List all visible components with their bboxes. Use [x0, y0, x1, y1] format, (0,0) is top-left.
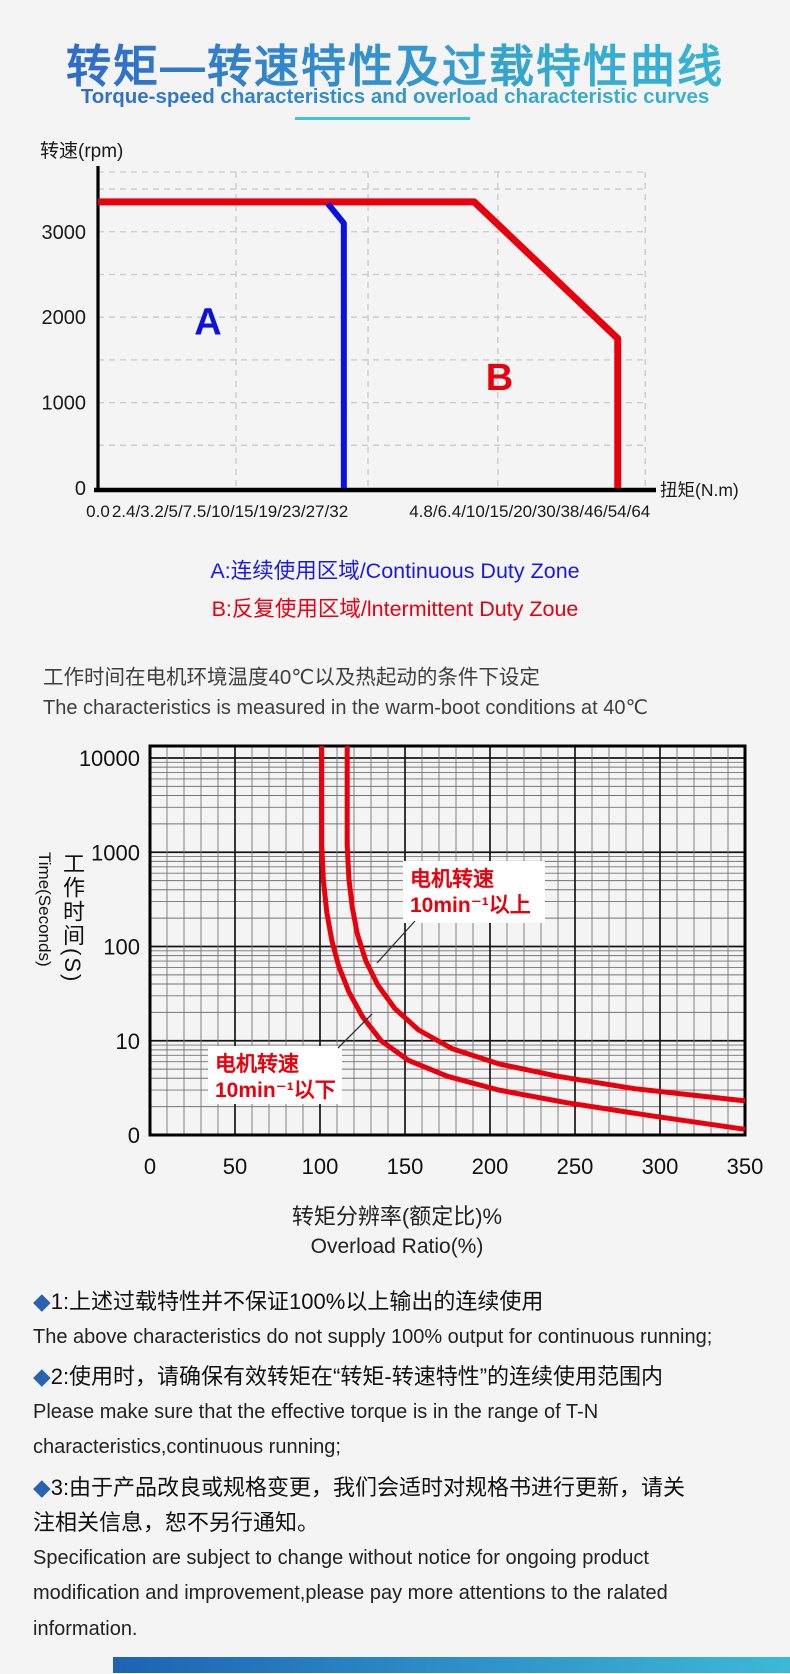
diamond-bullet-icon: ◆: [33, 1363, 51, 1389]
plot-border: [148, 744, 747, 1137]
note-2-en-line1: Please make sure that the effective torq…: [33, 1400, 599, 1423]
x-axis-title: 扭矩(N.m): [660, 480, 739, 500]
overload-chart-x-axis-title-en: Overload Ratio(%): [310, 1235, 484, 1258]
curve-continuous-zone-boundary: [325, 201, 347, 488]
annotation-speed-above-10rpm-box: [403, 861, 545, 923]
torque-speed-chart: 0 1000 2000 3000 0.0 2.4/3.2/5/7.5/10/15/19/2…: [40, 140, 739, 521]
page-title: 转矩—转速特性及过载特性曲线: [0, 30, 790, 95]
annotation-speed-below-10rpm-leader: [337, 1013, 373, 1049]
y-tick-label: 1000: [42, 393, 87, 415]
overload-chart-y-axis-title-en: Time(Seconds): [35, 852, 54, 967]
x-tick-label: 200: [472, 1154, 509, 1179]
zone-label-A: A: [194, 301, 221, 343]
x-tick-label: 0: [144, 1154, 156, 1179]
note-2-en-line2: characteristics,continuous running;: [33, 1436, 341, 1458]
note-3-en-line1: Specification are subject to change with…: [33, 1546, 649, 1569]
footer-gradient-bar: [113, 1657, 790, 1673]
overload-chart: 电机转速10min⁻¹以上电机转速10min⁻¹以下01010010001000…: [79, 744, 764, 1179]
measurement-condition-zh: 工作时间在电机环境温度40℃以及热起动的条件下设定: [43, 666, 540, 689]
notes-section: ◆1:上述过载特性并不保证100%以上输出的连续使用 The above cha…: [33, 1284, 768, 1647]
note-3-zh-line2: 注相关信息，恕不另行通知。: [33, 1510, 320, 1535]
diamond-bullet-icon: ◆: [33, 1288, 51, 1314]
note-1-en: The above characteristics do not supply …: [33, 1325, 713, 1348]
x-tick-label: 150: [387, 1154, 424, 1179]
annotation-speed-below-10rpm-line1: 电机转速: [215, 1052, 299, 1076]
annotation-speed-below-10rpm-line2: 10min⁻¹以下: [215, 1079, 336, 1102]
annotation-speed-above-10rpm-line2: 10min⁻¹以上: [410, 894, 531, 917]
x-tick-label: 250: [557, 1154, 594, 1179]
x-tick-label: 4.8/6.4/10/15/20/30/38/46/54/64: [409, 502, 650, 521]
y-axis-title: 转速(rpm): [40, 140, 123, 162]
zone-label-B: B: [486, 357, 513, 399]
annotation-speed-above-10rpm-leader: [376, 920, 416, 964]
note-3-en-line3: information.: [33, 1617, 138, 1640]
overload-chart-x-axis-title: 转矩分辨率(额定比)% Overload Ratio(%): [0, 1202, 790, 1262]
title-underline-decoration: [295, 117, 470, 120]
note-3-en-line2: modification and improvement,please pay …: [33, 1582, 668, 1604]
x-tick-label: 350: [727, 1154, 764, 1179]
note-2-zh: ◆2:使用时，请确保有效转矩在“转矩-转速特性”的连续使用范围内: [33, 1363, 664, 1389]
annotation-speed-above-10rpm-line1: 电机转速: [410, 867, 494, 891]
measurement-condition-en: The characteristics is measured in the w…: [43, 697, 648, 719]
y-tick-label: 0: [75, 478, 86, 500]
x-tick-label: 300: [642, 1154, 679, 1179]
diamond-bullet-icon: ◆: [33, 1473, 51, 1500]
overload-chart-y-axis-title-zh: 工作时间(S): [60, 852, 85, 984]
curve-speed-above-10rpm: [344, 746, 746, 1104]
annotation-speed-below-10rpm-box: [208, 1046, 342, 1104]
y-tick-label: 100: [103, 935, 140, 960]
note-1-zh: ◆1:上述过载特性并不保证100%以上输出的连续使用: [33, 1288, 544, 1314]
curve-speed-below-10rpm: [319, 746, 746, 1132]
note-3-zh-line1: ◆3:由于产品改良或规格变更，我们会适时对规格书进行更新，请关: [33, 1473, 686, 1500]
page-subtitle: Torque-speed characteristics and overloa…: [0, 85, 790, 109]
legend-continuous-duty-zone: A:连续使用区域/Continuous Duty Zone: [210, 559, 580, 583]
y-tick-label: 0: [128, 1123, 140, 1148]
x-tick-label: 0.0: [86, 502, 110, 521]
y-tick-label: 1000: [91, 840, 140, 865]
y-tick-label: 10000: [79, 746, 140, 771]
x-tick-label: 2.4/3.2/5/7.5/10/15/19/23/27/32: [112, 502, 348, 521]
legend-intermittent-duty-zone: B:反复使用区域/lntermittent Duty Zoue: [211, 597, 579, 621]
chart-legend: A:连续使用区域/Continuous Duty Zone B:反复使用区域/l…: [0, 552, 790, 628]
measurement-condition: 工作时间在电机环境温度40℃以及热起动的条件下设定 The characteri…: [43, 662, 773, 724]
y-tick-label: 10: [116, 1029, 140, 1054]
curve-intermittent-zone-boundary: [98, 198, 622, 488]
x-tick-label: 50: [223, 1154, 247, 1179]
y-tick-label: 2000: [42, 307, 87, 329]
overload-chart-x-axis-title-zh: 转矩分辨率(额定比)%: [291, 1204, 503, 1229]
x-tick-label: 100: [302, 1154, 339, 1179]
y-tick-label: 3000: [42, 222, 87, 244]
